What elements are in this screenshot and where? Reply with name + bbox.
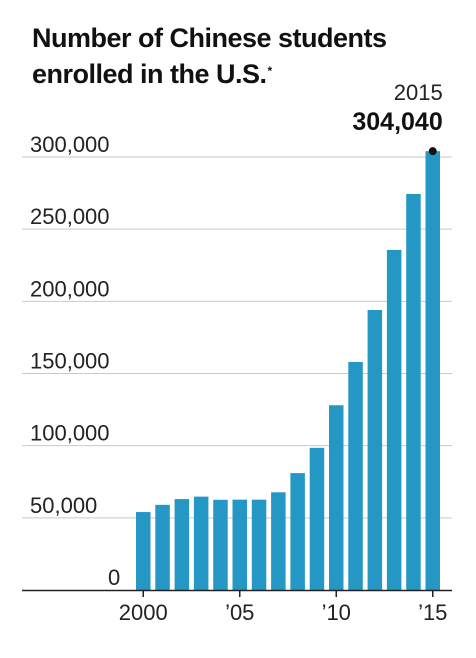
bar-2002 [174, 499, 190, 590]
bars [136, 151, 440, 590]
bar-2003 [193, 496, 209, 590]
bar-2013 [386, 249, 402, 590]
footnote-mark: * [267, 64, 273, 78]
x-tick-label: ’15 [418, 600, 447, 625]
gridlines [22, 156, 452, 519]
bar-2014 [406, 193, 421, 590]
bar-2009 [309, 447, 325, 590]
x-tick-label: ’05 [225, 600, 254, 625]
chart-title-line2: enrolled in the U.S.* [32, 56, 452, 97]
y-axis-tick-labels: 0 50,000 100,000 150,000 200,000 250,000 300,0… [30, 132, 120, 590]
bar-2012 [367, 309, 383, 590]
y-tick-label: 300,000 [30, 132, 110, 157]
annotation-year: 2015 [394, 80, 443, 105]
bar-2010 [329, 405, 344, 590]
annotation-dot [428, 147, 437, 156]
x-axis-tick-labels: 2000 ’05 ’10 ’15 [119, 590, 447, 625]
bar-2005 [232, 499, 247, 590]
y-tick-label: 200,000 [30, 276, 110, 301]
x-tick-label: ’10 [322, 600, 351, 625]
y-tick-label: 250,000 [30, 204, 110, 229]
chart-title-line2-text: enrolled in the U.S. [32, 59, 267, 89]
y-tick-label: 150,000 [30, 349, 110, 374]
bar-2004 [213, 499, 228, 590]
y-tick-label: 50,000 [30, 493, 97, 518]
x-tick-label: 2000 [119, 600, 168, 625]
chart-title: Number of Chinese students enrolled in t… [32, 20, 452, 97]
bar-2007 [271, 492, 286, 590]
chart-title-line1: Number of Chinese students [32, 23, 387, 53]
bar-2000 [136, 512, 151, 590]
y-tick-label: 0 [108, 565, 120, 590]
y-tick-label: 100,000 [30, 421, 110, 446]
bar-2011 [348, 361, 363, 590]
bar-2006 [251, 499, 267, 590]
peak-annotation: 2015 304,040 [352, 80, 443, 156]
bar-2015 [425, 151, 440, 590]
bar-2008 [290, 473, 305, 590]
bar-2001 [155, 504, 170, 590]
annotation-value: 304,040 [352, 108, 442, 136]
